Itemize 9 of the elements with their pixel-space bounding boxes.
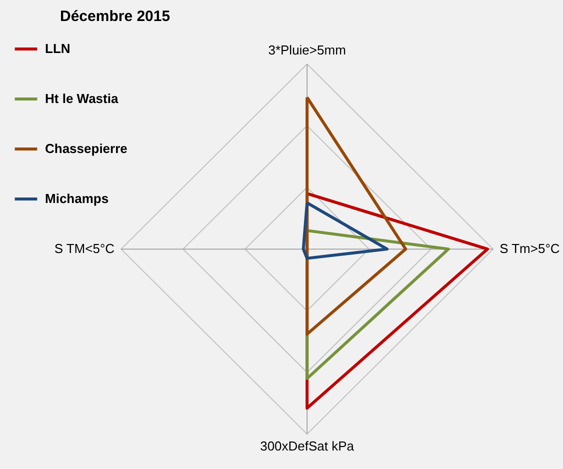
legend-label: Ht le Wastia <box>45 91 119 106</box>
chart-title: Décembre 2015 <box>60 8 170 25</box>
legend-label: Chassepierre <box>45 141 128 156</box>
legend-label: LLN <box>45 41 70 56</box>
spoke-label: S Tm>5°C <box>500 241 560 256</box>
legend-label: Michamps <box>45 191 109 206</box>
spoke-label: S TM<5°C <box>54 241 115 256</box>
spoke-label: 3*Pluie>5mm <box>268 42 346 58</box>
spoke-label: 300xDefSat kPa <box>260 438 355 454</box>
